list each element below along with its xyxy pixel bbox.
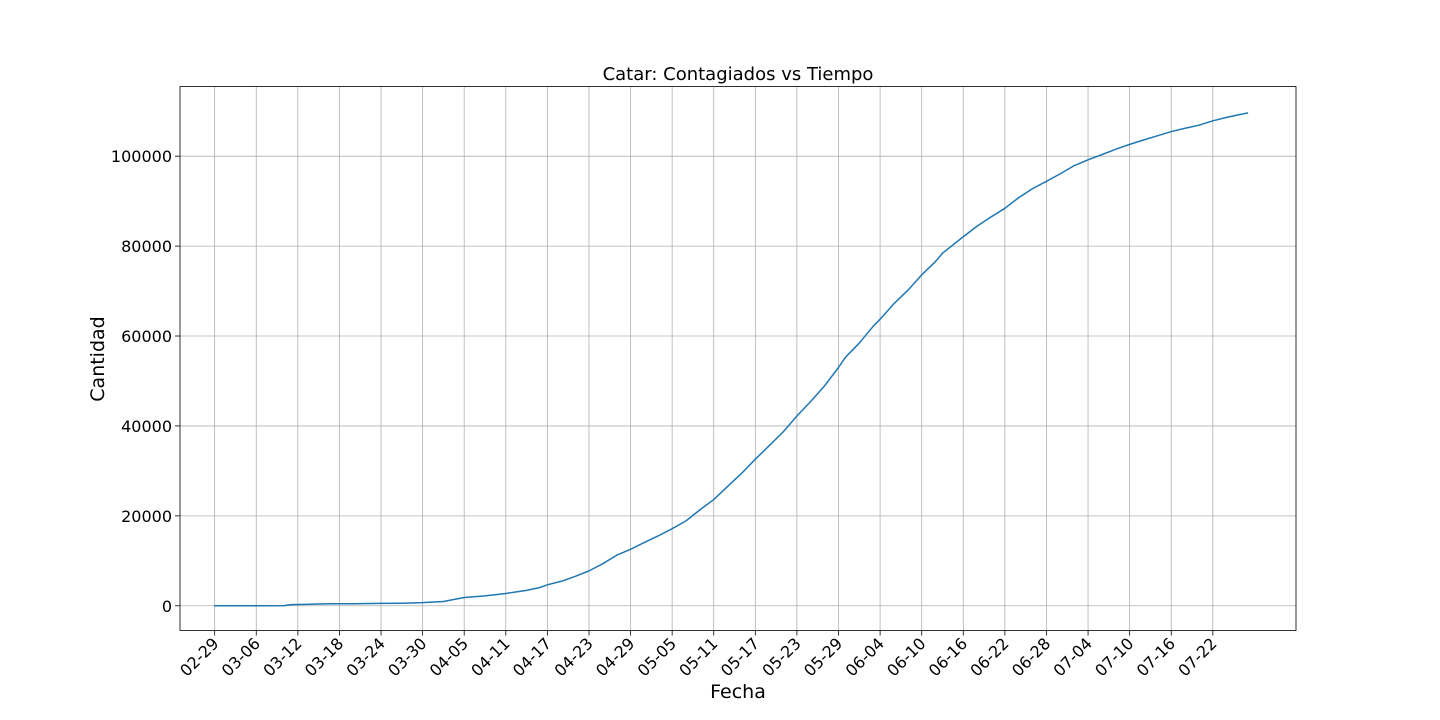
- x-tick-label: 03-12: [259, 634, 305, 680]
- x-tick-label: 04-11: [467, 634, 513, 680]
- x-tick-label: 05-11: [675, 634, 721, 680]
- x-tick-label: 07-10: [1091, 634, 1137, 680]
- x-tick-label: 05-29: [800, 634, 846, 680]
- x-tick-label: 03-30: [384, 634, 430, 680]
- x-tick-label: 02-29: [176, 634, 222, 680]
- chart-title: Catar: Contagiados vs Tiempo: [603, 64, 874, 85]
- y-tick-label: 80000: [121, 237, 172, 256]
- x-tick-label: 06-22: [966, 634, 1012, 680]
- y-tick-label: 60000: [121, 327, 172, 346]
- x-tick-label: 05-17: [717, 634, 763, 680]
- x-tick-label: 05-23: [758, 634, 804, 680]
- x-gridlines: [214, 86, 1214, 631]
- y-tick-label: 100000: [111, 147, 172, 166]
- x-tick-label: 04-29: [592, 634, 638, 680]
- x-tick-label: 04-17: [509, 634, 555, 680]
- y-tick-label: 20000: [121, 507, 172, 526]
- y-axis-label: Cantidad: [87, 316, 109, 401]
- plot-frame: [179, 86, 1297, 631]
- y-gridlines: [180, 155, 1296, 607]
- x-axis-label: Fecha: [710, 681, 766, 703]
- y-tick-label: 0: [162, 597, 172, 616]
- x-tick-label: 03-24: [343, 634, 389, 680]
- y-axis: 0 20000 40000 60000 80000 100000: [111, 147, 180, 616]
- series-line-contagiados: [213, 112, 1249, 607]
- x-tick-label: 03-18: [301, 634, 347, 680]
- x-tick-label: 07-16: [1133, 634, 1179, 680]
- x-tick-label: 06-28: [1008, 634, 1054, 680]
- x-axis: 02-2903-0603-1203-1803-2403-3004-0504-11…: [176, 630, 1221, 680]
- x-tick-label: 04-05: [426, 634, 472, 680]
- x-tick-label: 03-06: [218, 634, 264, 680]
- x-tick-label: 06-04: [842, 634, 888, 680]
- x-tick-label: 06-10: [883, 634, 929, 680]
- x-tick-label: 07-22: [1174, 634, 1220, 680]
- y-tick-label: 40000: [121, 417, 172, 436]
- x-tick-label: 04-23: [550, 634, 596, 680]
- x-tick-label: 07-04: [1050, 634, 1096, 680]
- x-tick-label: 05-05: [634, 634, 680, 680]
- x-tick-label: 06-16: [925, 634, 971, 680]
